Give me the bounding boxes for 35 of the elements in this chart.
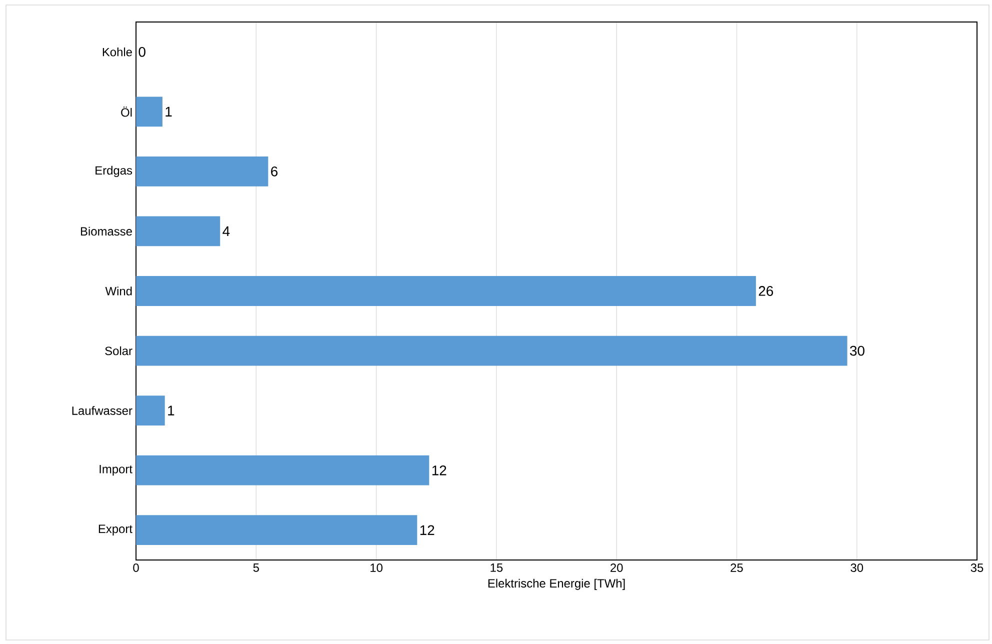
x-tick-label: 30 [850,564,864,572]
data-label: 1 [166,106,172,116]
x-tick-label: 10 [370,564,382,572]
x-tick-label: 15 [490,564,503,572]
y-tick-label: Export [98,524,132,536]
bar [136,216,220,246]
data-label: 12 [432,465,446,476]
bar [136,336,848,366]
bar [136,156,268,186]
bar [136,515,418,546]
data-label: 26 [758,286,774,296]
x-tick-label: 0 [133,564,139,572]
bar [136,396,165,426]
x-tick-label: 20 [610,564,623,572]
x-tick-label: 35 [970,564,984,572]
y-tick-label: Biomasse [80,226,132,236]
bar [136,96,162,127]
data-label: 12 [420,525,434,535]
data-label: 1 [168,406,174,416]
bar [136,276,756,306]
x-tick-label: 25 [730,564,743,572]
y-tick-label: Wind [105,286,132,296]
y-tick-label: Öl [121,106,132,117]
x-axis-title: Elektrische Energie [TWh] [488,578,625,590]
x-tick-label: 5 [253,564,259,572]
y-tick-label: Laufwasser [72,406,132,415]
y-tick-label: Solar [105,346,132,356]
y-tick-label: Import [100,464,132,476]
bar [136,455,430,486]
data-label: 30 [850,346,864,356]
y-tick-label: Erdgas [96,166,132,178]
y-tick-label: Kohle [102,48,132,56]
data-label: 4 [222,226,230,236]
data-label: 0 [138,46,146,57]
data-label: 6 [271,166,278,176]
